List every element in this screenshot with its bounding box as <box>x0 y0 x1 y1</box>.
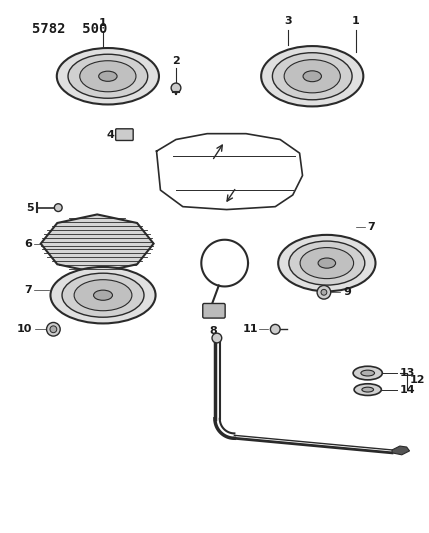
Text: 2: 2 <box>172 55 180 66</box>
Ellipse shape <box>80 61 136 92</box>
Circle shape <box>212 333 222 343</box>
Text: 10: 10 <box>17 324 32 334</box>
Ellipse shape <box>51 267 156 324</box>
FancyBboxPatch shape <box>203 303 225 318</box>
Circle shape <box>47 322 60 336</box>
Ellipse shape <box>284 60 340 93</box>
Text: 8: 8 <box>209 326 217 336</box>
Circle shape <box>321 289 327 295</box>
Circle shape <box>54 204 62 212</box>
Ellipse shape <box>300 247 353 279</box>
Ellipse shape <box>74 280 132 311</box>
Ellipse shape <box>278 235 375 292</box>
Ellipse shape <box>354 384 381 395</box>
Text: 1: 1 <box>99 18 107 28</box>
Ellipse shape <box>261 46 363 107</box>
Ellipse shape <box>68 54 148 98</box>
Text: 12: 12 <box>410 375 425 385</box>
Ellipse shape <box>361 370 375 376</box>
Ellipse shape <box>289 241 365 285</box>
Circle shape <box>317 286 331 299</box>
Ellipse shape <box>362 387 374 392</box>
Text: 1: 1 <box>352 15 360 26</box>
Text: 14: 14 <box>400 385 415 394</box>
Text: 11: 11 <box>242 324 258 334</box>
Polygon shape <box>392 446 410 455</box>
FancyBboxPatch shape <box>116 129 133 141</box>
Ellipse shape <box>353 366 382 380</box>
Text: 13: 13 <box>400 368 415 378</box>
Text: 5782  500: 5782 500 <box>32 22 107 36</box>
Circle shape <box>171 83 181 93</box>
Text: 4: 4 <box>107 130 115 140</box>
Ellipse shape <box>303 71 321 82</box>
Text: 9: 9 <box>343 287 351 297</box>
Ellipse shape <box>272 53 352 100</box>
Ellipse shape <box>318 258 335 268</box>
Circle shape <box>50 326 57 333</box>
Text: 3: 3 <box>284 15 292 26</box>
Polygon shape <box>41 214 154 273</box>
Text: 7: 7 <box>368 222 375 232</box>
Circle shape <box>270 325 280 334</box>
Text: 5: 5 <box>26 203 34 213</box>
Ellipse shape <box>62 273 144 317</box>
Ellipse shape <box>57 48 159 104</box>
Ellipse shape <box>99 71 117 82</box>
Text: 6: 6 <box>24 239 32 248</box>
Ellipse shape <box>94 290 112 300</box>
Text: 7: 7 <box>24 285 32 295</box>
